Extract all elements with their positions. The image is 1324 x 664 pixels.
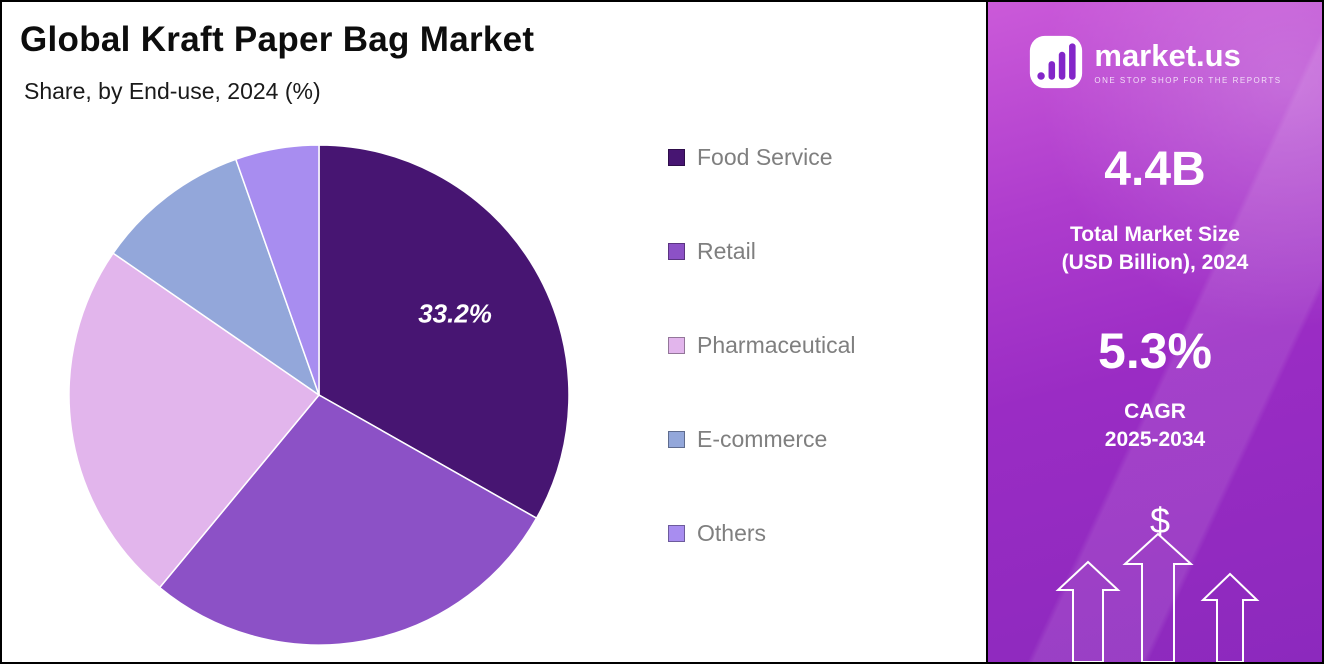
chart-title: Global Kraft Paper Bag Market — [20, 20, 535, 59]
legend-label: Food Service — [697, 144, 833, 170]
legend-item-food-service: Food Service — [668, 144, 856, 171]
cagr-label-line1: CAGR — [1124, 399, 1186, 423]
chart-subtitle: Share, by End-use, 2024 (%) — [24, 78, 321, 104]
pie-chart: 33.2% — [68, 144, 570, 646]
growth-arrows-icon — [1055, 532, 1260, 662]
brand-tagline: ONE STOP SHOP FOR THE REPORTS — [1094, 75, 1282, 85]
legend-swatch-food-service — [668, 149, 685, 166]
brand-name: market.us — [1094, 37, 1241, 73]
brand-panel: market.us ONE STOP SHOP FOR THE REPORTS … — [986, 2, 1322, 662]
cagr-label: CAGR 2025-2034 — [988, 398, 1322, 455]
legend-item-retail: Retail — [668, 238, 856, 265]
legend-item-e-commerce: E-commerce — [668, 426, 856, 453]
legend-label: Retail — [697, 238, 756, 264]
legend: Food Service Retail Pharmaceutical E-com… — [668, 144, 856, 547]
pie-slice-others — [234, 144, 320, 396]
pie-slice-e-commerce — [112, 158, 321, 397]
legend-item-others: Others — [668, 520, 856, 547]
cagr-label-line2: 2025-2034 — [1104, 428, 1206, 452]
dollar-icon: $ — [1149, 500, 1171, 541]
cagr-value: 5.3% — [1098, 322, 1212, 379]
legend-label: Others — [697, 520, 767, 546]
pie-data-label: 33.2% — [418, 299, 492, 329]
legend-label: E-commerce — [697, 426, 828, 452]
legend-swatch-retail — [668, 243, 685, 260]
legend-swatch-pharmaceutical — [668, 337, 685, 354]
market-us-logo-icon — [1030, 35, 1083, 89]
total-market-size-label: Total Market Size (USD Billion), 2024 — [988, 221, 1322, 278]
total-market-size-value: 4.4B — [1104, 143, 1206, 196]
legend-swatch-e-commerce — [668, 431, 685, 448]
pie-slice-food-service — [318, 144, 570, 520]
brand-logo: market.us ONE STOP SHOP FOR THE REPORTS — [988, 34, 1322, 90]
total-market-size-label-line2: (USD Billion), 2024 — [1061, 251, 1249, 275]
total-market-size-label-line1: Total Market Size — [1070, 223, 1240, 246]
pie-slice-pharmaceutical — [68, 252, 321, 589]
legend-swatch-others — [668, 525, 685, 542]
legend-label: Pharmaceutical — [697, 332, 856, 358]
pie-slice-retail — [158, 394, 538, 646]
legend-item-pharmaceutical: Pharmaceutical — [668, 332, 856, 359]
